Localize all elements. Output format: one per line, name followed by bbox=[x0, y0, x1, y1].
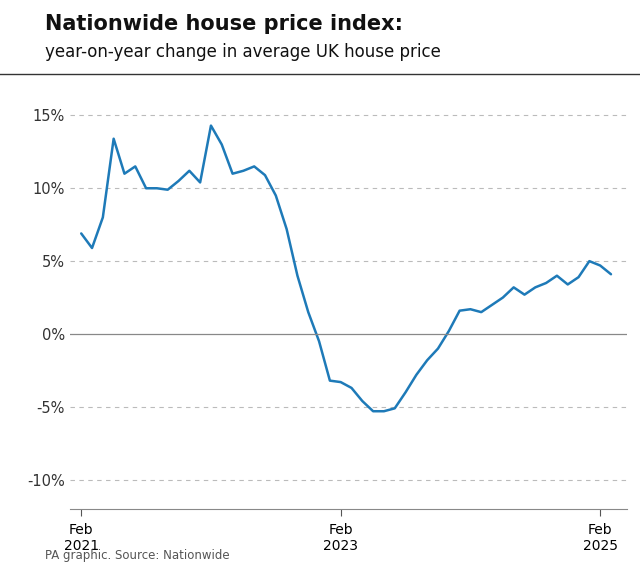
Text: PA graphic. Source: Nationwide: PA graphic. Source: Nationwide bbox=[45, 549, 229, 562]
Text: Nationwide house price index:: Nationwide house price index: bbox=[45, 14, 403, 34]
Text: year-on-year change in average UK house price: year-on-year change in average UK house … bbox=[45, 43, 441, 61]
